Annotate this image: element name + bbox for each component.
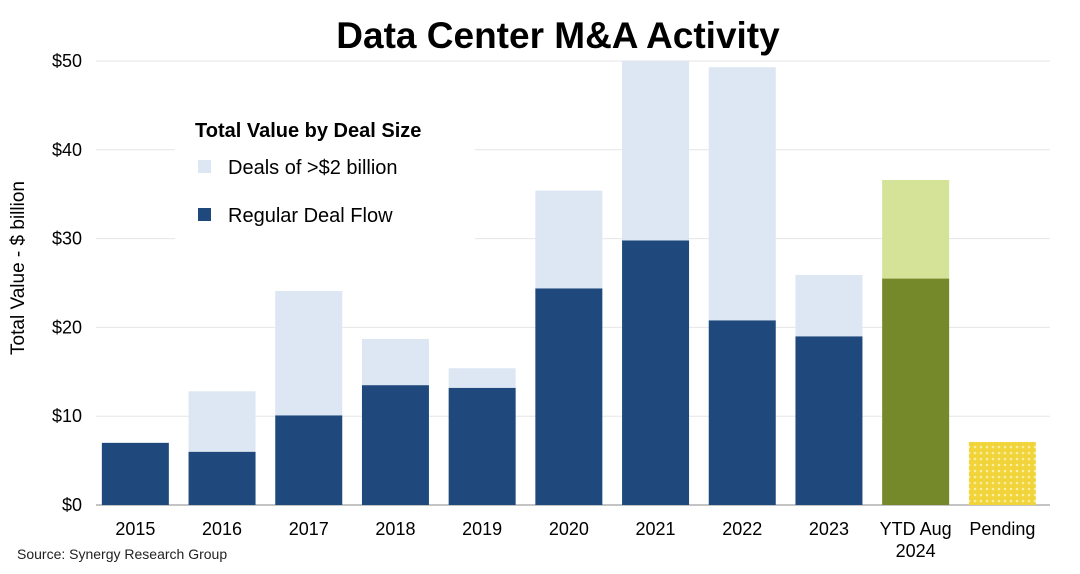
- y-tick-label: $40: [52, 140, 82, 160]
- x-tick-label: 2020: [549, 519, 589, 539]
- legend-swatch-large: [198, 160, 211, 173]
- bar-large-2022: [708, 67, 776, 321]
- bar-large-2021: [622, 61, 690, 241]
- x-tick-label: Pending: [969, 519, 1035, 539]
- bar-regular-2021: [622, 240, 690, 505]
- bar-large-2023: [795, 275, 863, 337]
- x-tick-label: 2023: [809, 519, 849, 539]
- bars: [101, 61, 1036, 505]
- legend: Total Value by Deal Size Deals of >$2 bi…: [175, 110, 475, 240]
- bar-large-2016: [188, 391, 256, 452]
- source-note: Source: Synergy Research Group: [17, 546, 227, 562]
- bar-regular-2016: [188, 451, 256, 505]
- bar-regular-2022: [708, 320, 776, 505]
- legend-title: Total Value by Deal Size: [195, 120, 421, 142]
- y-axis: $0 $10 $20 $30 $40 $50: [52, 51, 82, 515]
- x-axis: 2015 2016 2017 2018 2019 2020 2021 2022 2023 YTD …: [115, 519, 1035, 561]
- x-tick-label: 2016: [202, 519, 242, 539]
- bar-large-2017: [275, 290, 343, 416]
- x-tick-label: 2017: [289, 519, 329, 539]
- legend-entry-regular: Regular Deal Flow: [228, 205, 393, 227]
- x-tick-label: 2024: [896, 541, 936, 561]
- legend-swatch-regular: [198, 208, 211, 221]
- bar-regular-2023: [795, 336, 863, 505]
- chart-title: Data Center M&A Activity: [336, 15, 780, 56]
- bar-large-2019: [448, 368, 516, 388]
- bar-regular-pending: [968, 441, 1036, 505]
- bar-regular-2018: [361, 385, 429, 505]
- bar-regular-2017: [275, 415, 343, 505]
- bar-large-2018: [361, 338, 429, 386]
- bar-large-2020: [535, 190, 603, 289]
- x-tick-label: 2018: [375, 519, 415, 539]
- y-axis-label: Total Value - $ billion: [8, 181, 29, 355]
- bar-regular-2019: [448, 387, 516, 505]
- y-tick-label: $0: [62, 495, 82, 515]
- bar-large-ytd-aug-2024: [882, 179, 950, 279]
- bar-regular-2015: [101, 442, 169, 505]
- y-tick-label: $30: [52, 229, 82, 249]
- x-tick-label: YTD Aug: [880, 519, 952, 539]
- legend-entry-large: Deals of >$2 billion: [228, 157, 398, 179]
- x-tick-label: 2022: [722, 519, 762, 539]
- y-tick-label: $10: [52, 406, 82, 426]
- x-tick-label: 2019: [462, 519, 502, 539]
- y-tick-label: $20: [52, 317, 82, 337]
- bar-regular-2020: [535, 288, 603, 505]
- x-tick-label: 2015: [115, 519, 155, 539]
- y-tick-label: $50: [52, 51, 82, 71]
- x-tick-label: 2021: [636, 519, 676, 539]
- bar-regular-ytd-aug-2024: [882, 278, 950, 505]
